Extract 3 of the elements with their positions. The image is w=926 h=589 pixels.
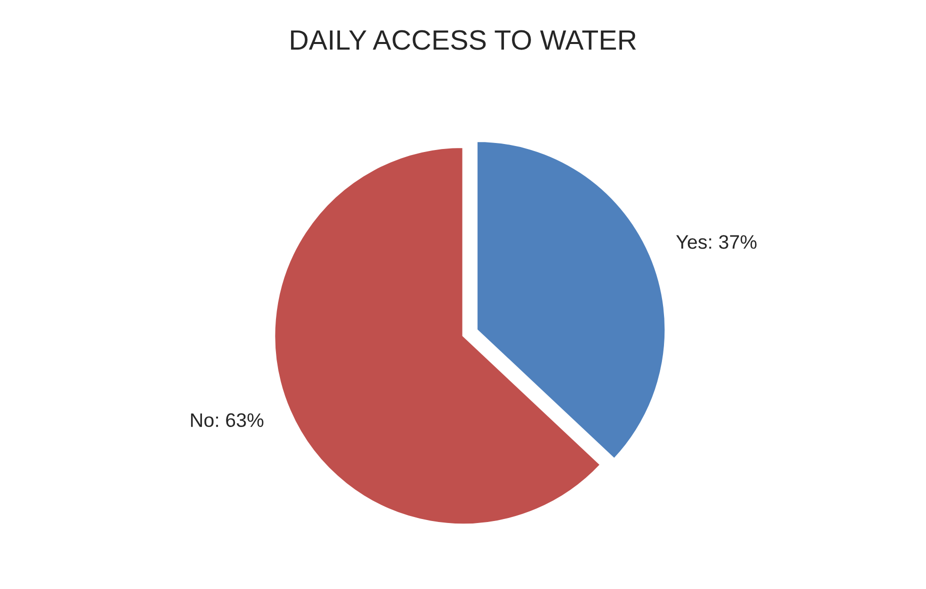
slice-label: No: 63%	[191, 413, 264, 428]
chart-title: DAILY ACCESS TO WATER	[291, 30, 636, 50]
slice-label: Yes: 37%	[676, 235, 757, 249]
